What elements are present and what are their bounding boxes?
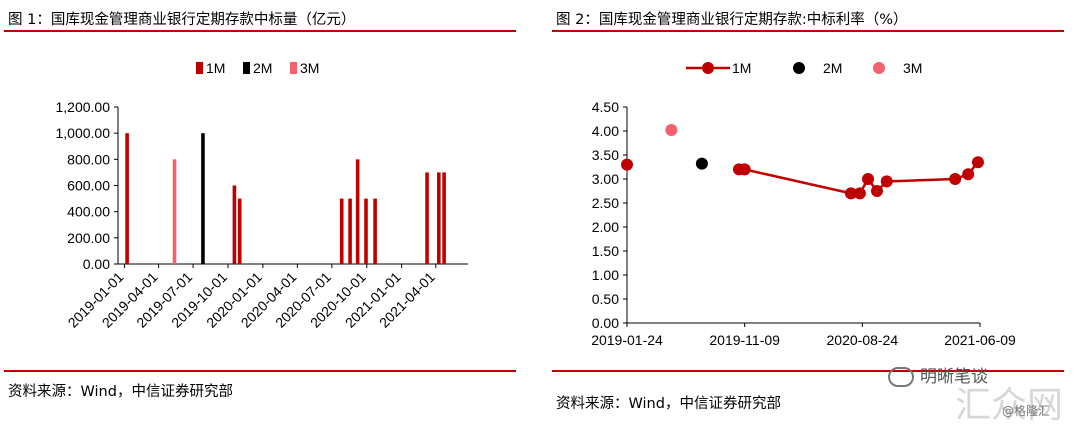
series-line-1M <box>739 161 979 195</box>
y-tick-label: 4.00 <box>592 123 619 139</box>
bar-1M <box>125 133 129 264</box>
point-1M <box>621 158 633 171</box>
chart-title: 图 1：国库现金管理商业银行定期存款中标量（亿元） <box>8 12 356 28</box>
bar-1M <box>373 198 377 264</box>
y-tick-label: 0.00 <box>592 315 619 331</box>
bar-3M <box>172 159 177 264</box>
bar-2M <box>201 133 205 264</box>
watermark-text: 明晰笔谈 <box>920 367 988 387</box>
source-rule <box>552 370 1064 372</box>
source-note: 资料来源：Wind，中信证券研究部 <box>556 396 781 412</box>
source-note: 资料来源：Wind，中信证券研究部 <box>8 384 233 400</box>
line-chart: 1M 2M 3M 4.50 4.00 3.50 3.00 2.50 2.00 1.50 1.00 0.… <box>591 60 1016 348</box>
point-3M <box>665 124 678 137</box>
y-tick-label: 1,000.00 <box>56 125 111 141</box>
point-1M <box>844 187 857 200</box>
source-rule <box>4 370 516 372</box>
left-chart-panel: 图 1：国库现金管理商业银行定期存款中标量（亿元） 1M 2M 3M 1,200.00… <box>0 0 530 422</box>
bar-1M <box>437 172 441 264</box>
bar-1M <box>364 198 368 264</box>
x-tick-label: 2019-01-24 <box>591 332 663 348</box>
bar-1M <box>339 198 344 264</box>
title-rule <box>4 30 516 32</box>
y-tick-label: 800.00 <box>67 151 110 167</box>
y-tick-label: 600.00 <box>67 178 110 194</box>
bar-1M <box>237 198 242 264</box>
bar-chart: 1M 2M 3M 1,200.00 1,000.00 800.00 600.00 400.00… <box>56 60 468 331</box>
x-tick-label: 2020-08-24 <box>827 332 899 348</box>
legend-label-3M: 3M <box>300 60 319 76</box>
point-1M <box>862 173 875 185</box>
y-tick-label: 0.00 <box>83 256 110 272</box>
legend-swatch-3M <box>290 62 297 74</box>
legend-label-1M: 1M <box>732 60 751 76</box>
y-tick-label: 4.50 <box>592 99 619 115</box>
bar-1M <box>348 198 352 264</box>
x-tick-label: 2019-11-09 <box>709 332 780 348</box>
y-tick-label: 400.00 <box>67 204 110 220</box>
legend-label-3M: 3M <box>903 60 922 76</box>
y-tick-label: 3.00 <box>592 171 619 187</box>
bar-1M <box>442 172 446 264</box>
point-1M <box>870 185 883 197</box>
bar-1M <box>355 159 360 264</box>
wechat-watermark: 明晰笔谈 <box>888 362 988 387</box>
faint-watermark: 汇众网 <box>955 385 1064 426</box>
legend-swatch-1M <box>196 62 203 74</box>
legend-label-1M: 1M <box>206 60 225 76</box>
legend-label-2M: 2M <box>823 60 842 76</box>
y-tick-label: 1,200.00 <box>56 99 111 115</box>
legend-marker-1M <box>702 62 714 74</box>
y-tick-label: 1.00 <box>592 267 619 283</box>
legend-marker-3M <box>873 62 885 74</box>
title-rule <box>552 30 1064 32</box>
bar-1M <box>425 172 429 264</box>
legend-swatch-2M <box>243 62 250 74</box>
y-tick-label: 3.50 <box>592 147 619 163</box>
legend-label-2M: 2M <box>253 60 272 76</box>
y-tick-label: 2.00 <box>592 219 619 235</box>
wechat-icon <box>888 367 914 387</box>
y-tick-label: 1.50 <box>592 243 619 259</box>
point-2M <box>695 157 708 170</box>
legend-marker-2M <box>793 62 805 74</box>
chart-title: 图 2：国库现金管理商业银行定期存款:中标利率（%） <box>556 12 908 28</box>
point-1M <box>962 168 975 181</box>
right-chart-panel: 图 2：国库现金管理商业银行定期存款:中标利率（%） 1M 2M 3M 4.50 4.0… <box>548 0 1080 422</box>
point-1M <box>949 173 962 185</box>
y-tick-label: 2.50 <box>592 195 619 211</box>
point-1M <box>880 175 893 188</box>
x-tick-label: 2021-06-09 <box>944 332 1016 348</box>
y-tick-label: 0.50 <box>592 291 619 307</box>
y-tick-label: 200.00 <box>67 230 110 246</box>
point-1M <box>853 187 866 200</box>
small-watermark: @格隆汇 <box>1002 404 1051 418</box>
bar-1M <box>232 185 237 264</box>
point-1M <box>738 163 751 176</box>
point-1M <box>971 156 984 169</box>
